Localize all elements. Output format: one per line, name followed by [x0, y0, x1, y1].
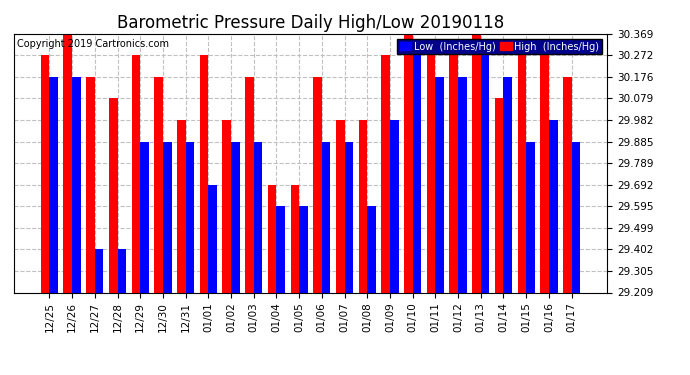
Bar	[449, 56, 458, 292]
Bar	[41, 56, 50, 292]
Bar	[63, 34, 72, 292]
Bar	[140, 142, 149, 292]
Bar	[344, 142, 353, 292]
Bar	[72, 77, 81, 292]
Bar	[549, 120, 558, 292]
Bar	[50, 77, 58, 292]
Text: Copyright 2019 Cartronics.com: Copyright 2019 Cartronics.com	[17, 39, 169, 49]
Bar	[186, 142, 195, 292]
Bar	[199, 56, 208, 292]
Legend: Low  (Inches/Hg), High  (Inches/Hg): Low (Inches/Hg), High (Inches/Hg)	[397, 39, 602, 54]
Bar	[359, 120, 367, 292]
Title: Barometric Pressure Daily High/Low 20190118: Barometric Pressure Daily High/Low 20190…	[117, 14, 504, 32]
Bar	[254, 142, 262, 292]
Bar	[563, 77, 571, 292]
Bar	[95, 249, 103, 292]
Bar	[177, 120, 186, 292]
Bar	[518, 56, 526, 292]
Bar	[208, 185, 217, 292]
Bar	[117, 249, 126, 292]
Bar	[526, 142, 535, 292]
Bar	[268, 185, 277, 292]
Bar	[163, 142, 172, 292]
Bar	[413, 56, 422, 292]
Bar	[495, 98, 504, 292]
Bar	[481, 56, 489, 292]
Bar	[322, 142, 331, 292]
Bar	[222, 120, 231, 292]
Bar	[245, 77, 254, 292]
Bar	[109, 98, 117, 292]
Bar	[390, 120, 399, 292]
Bar	[290, 185, 299, 292]
Bar	[404, 34, 413, 292]
Bar	[231, 142, 239, 292]
Bar	[458, 77, 466, 292]
Bar	[313, 77, 322, 292]
Bar	[382, 56, 390, 292]
Bar	[435, 77, 444, 292]
Bar	[132, 56, 140, 292]
Bar	[540, 56, 549, 292]
Bar	[426, 56, 435, 292]
Bar	[571, 142, 580, 292]
Bar	[299, 206, 308, 292]
Bar	[155, 77, 163, 292]
Bar	[336, 120, 344, 292]
Bar	[504, 77, 512, 292]
Bar	[367, 206, 376, 292]
Bar	[86, 77, 95, 292]
Bar	[472, 34, 481, 292]
Bar	[277, 206, 285, 292]
